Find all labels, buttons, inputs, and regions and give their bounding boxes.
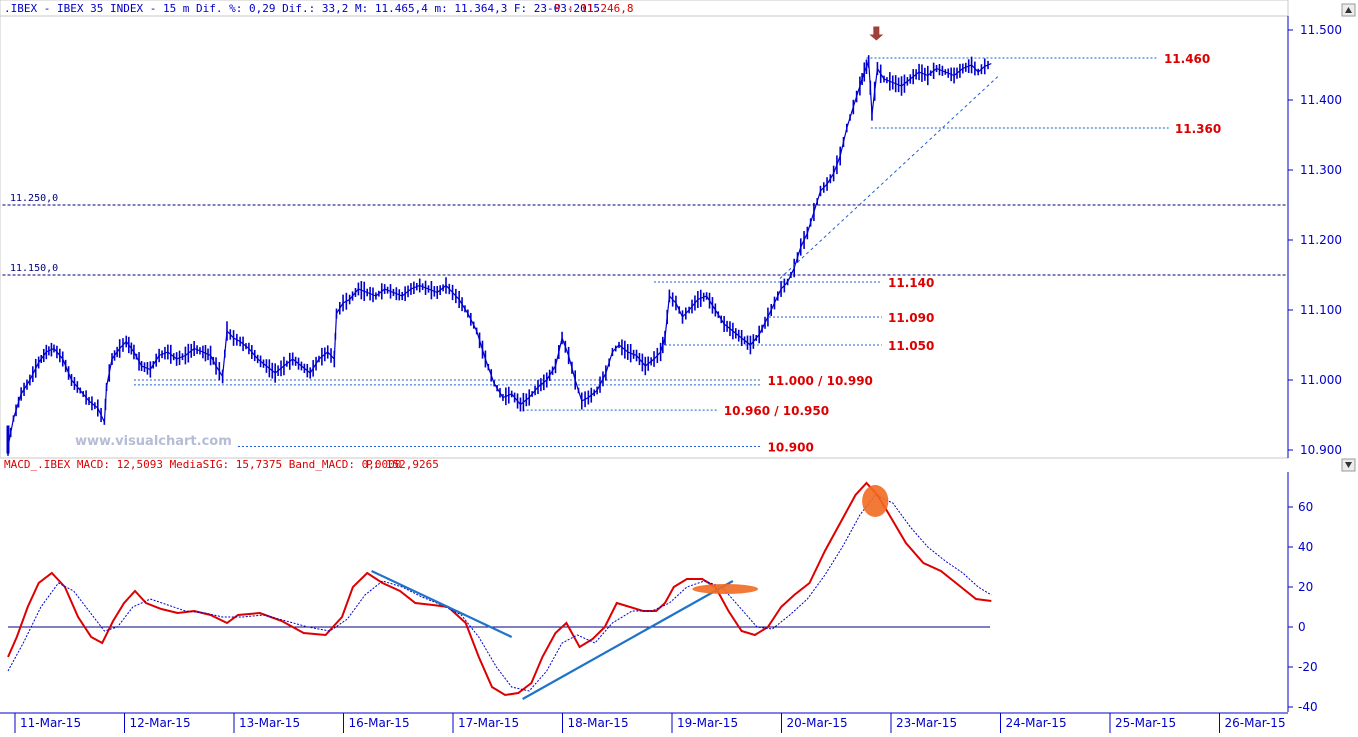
x-day-label: 26-Mar-15 <box>1225 716 1286 730</box>
header-price: P : 11.246,8 <box>554 2 633 15</box>
level-label: 11.460 <box>1164 52 1210 66</box>
x-day-label: 24-Mar-15 <box>1006 716 1067 730</box>
macd-annotations <box>371 485 889 700</box>
price-tick-label: 10.900 <box>1300 443 1342 457</box>
level-label: 11.140 <box>888 276 934 290</box>
price-tick-label: 11.100 <box>1300 303 1342 317</box>
x-axis: 11-Mar-15 12-Mar-15 13-Mar-15 16-Mar-15 17-M… <box>14 713 1286 733</box>
level-label: 10.960 / 10.950 <box>724 404 829 418</box>
level-label: 11.250,0 <box>10 193 58 204</box>
level-label: 11.000 / 10.990 <box>768 374 873 388</box>
macd-tick-label: -40 <box>1298 700 1318 714</box>
down-arrow-icon <box>869 26 884 41</box>
x-day-label: 20-Mar-15 <box>787 716 848 730</box>
price-panel-frame <box>0 15 1289 459</box>
macd-tick-label: 60 <box>1298 500 1313 514</box>
x-day-label: 23-Mar-15 <box>896 716 957 730</box>
watermark: www.visualchart.com <box>75 434 232 449</box>
x-day-label: 16-Mar-15 <box>349 716 410 730</box>
macd-header-info: MACD_.IBEX MACD: 12,5093 MediaSIG: 15,73… <box>4 458 401 471</box>
price-trendline <box>779 75 1000 279</box>
price-tick-label: 11.400 <box>1300 93 1342 107</box>
x-day-label: 12-Mar-15 <box>130 716 191 730</box>
x-day-label: 25-Mar-15 <box>1115 716 1176 730</box>
macd-tick-label: 0 <box>1298 620 1306 634</box>
price-levels: 11.460 11.360 11.250,0 11.150,0 11.140 11.090… <box>2 52 1286 455</box>
level-label: 11.050 <box>888 339 934 353</box>
price-axis: 11.500 11.400 11.300 11.200 11.100 11.000 10.9… <box>1288 23 1342 457</box>
highlight-ellipse <box>692 584 759 594</box>
x-day-label: 17-Mar-15 <box>458 716 519 730</box>
x-day-label: 19-Mar-15 <box>677 716 738 730</box>
level-label: 11.150,0 <box>10 263 58 274</box>
price-tick-label: 11.500 <box>1300 23 1342 37</box>
x-day-label: 18-Mar-15 <box>568 716 629 730</box>
price-scroll-down-icon[interactable] <box>1341 458 1356 472</box>
price-series <box>6 55 992 456</box>
level-label: 11.090 <box>888 311 934 325</box>
price-tick-label: 11.200 <box>1300 233 1342 247</box>
highlight-ellipse <box>862 485 889 517</box>
macd-axis: 60 40 20 0 -20 -40 <box>8 500 1318 714</box>
header-info: .IBEX - IBEX 35 INDEX - 15 m Dif. %: 0,2… <box>4 2 600 15</box>
x-day-label: 11-Mar-15 <box>20 716 81 730</box>
level-label: 11.360 <box>1175 122 1221 136</box>
macd-line <box>7 481 992 697</box>
level-label: 10.900 <box>768 441 814 455</box>
macd-series <box>7 481 992 697</box>
macd-tick-label: -20 <box>1298 660 1318 674</box>
price-scroll-up-icon[interactable] <box>1341 3 1356 17</box>
macd-tick-label: 40 <box>1298 540 1313 554</box>
macd-trendline <box>522 580 734 700</box>
signal-line <box>7 494 992 692</box>
macd-tick-label: 20 <box>1298 580 1313 594</box>
macd-trendline <box>371 570 513 638</box>
price-annotations <box>779 26 1000 279</box>
x-day-label: 13-Mar-15 <box>239 716 300 730</box>
price-tick-label: 11.000 <box>1300 373 1342 387</box>
macd-header-price: P: 152,9265 <box>366 458 439 471</box>
price-tick-label: 11.300 <box>1300 163 1342 177</box>
